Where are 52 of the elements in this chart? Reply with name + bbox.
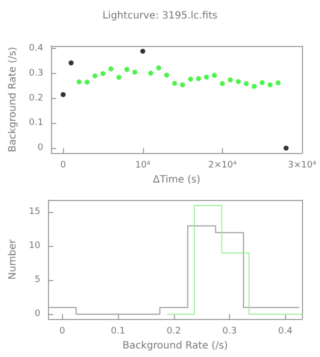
point <box>228 77 233 82</box>
x-tick-label: 10⁴ <box>135 160 151 171</box>
point <box>116 74 122 80</box>
y-tick-label: 15 <box>28 207 40 218</box>
point <box>244 81 249 86</box>
y-tick-label: 0.3 <box>28 68 44 78</box>
y-tick-label: 0 <box>37 143 44 154</box>
point <box>108 66 114 72</box>
point <box>268 82 273 88</box>
point <box>84 80 90 85</box>
point <box>252 84 257 89</box>
y-axis-title: Number <box>8 238 18 280</box>
x-tick-label: 0.2 <box>166 326 181 336</box>
y-tick-label: 5 <box>34 275 40 286</box>
x-tick-label: 0.4 <box>278 326 293 336</box>
point <box>76 79 82 84</box>
point <box>156 65 162 70</box>
point <box>92 73 98 78</box>
point <box>204 74 209 80</box>
point <box>164 72 170 78</box>
point <box>68 60 74 66</box>
y-tick-label: 0.2 <box>28 93 44 104</box>
point <box>188 76 194 82</box>
y-axis-title: Background Rate (/s) <box>8 46 18 152</box>
x-tick-label: 2×10⁴ <box>208 160 237 171</box>
y-tick-label: 0 <box>34 309 41 320</box>
x-tick-label: 0 <box>60 160 66 171</box>
chart-title: Lightcurve: 3195.lc.fits <box>102 10 218 22</box>
point <box>124 66 130 72</box>
x-tick-label: 0.3 <box>222 326 237 336</box>
y-tick-label: 0.1 <box>28 118 44 128</box>
point <box>276 80 281 86</box>
point <box>148 70 154 76</box>
point <box>140 48 146 54</box>
y-tick-label: 10 <box>28 241 41 252</box>
x-tick-label: 0.1 <box>110 326 126 336</box>
point <box>212 72 217 78</box>
x-axis-title: ΔTime (s) <box>152 174 200 186</box>
x-tick-label: 0 <box>59 326 66 336</box>
point <box>180 82 186 88</box>
point <box>284 146 289 151</box>
point <box>132 70 138 75</box>
point <box>100 71 106 76</box>
x-axis-title: Background Rate (/s) <box>122 340 228 352</box>
y-tick-label: 0.4 <box>28 43 44 54</box>
point <box>236 79 241 84</box>
point <box>60 92 66 98</box>
point <box>220 81 225 86</box>
point <box>196 76 201 82</box>
point <box>260 80 265 86</box>
x-tick-label: 3×10⁴ <box>288 160 317 171</box>
point <box>172 80 178 86</box>
